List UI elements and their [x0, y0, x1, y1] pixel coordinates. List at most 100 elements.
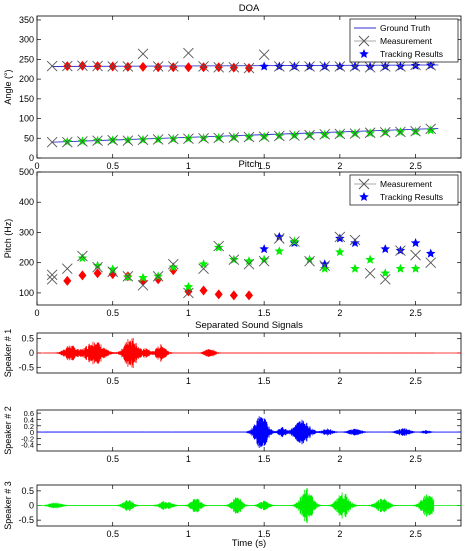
- legend-label: Tracking Results: [380, 49, 443, 59]
- measurement-point: [46, 136, 58, 148]
- y-tick-label: 0.5: [21, 486, 34, 496]
- plot-area: [46, 231, 437, 301]
- x-tick-label: 2.5: [409, 529, 422, 539]
- tracking-point: [184, 62, 193, 73]
- measurement-point: [183, 133, 194, 144]
- x-tick-label: 2.5: [409, 308, 422, 318]
- legend-label: Tracking Results: [380, 192, 443, 202]
- measurement-point: [258, 255, 270, 267]
- tracking-point: [425, 248, 436, 258]
- tracking-point: [214, 289, 223, 300]
- measurement-point: [92, 261, 103, 273]
- x-tick-label: 1.5: [258, 454, 271, 464]
- tracking-point: [123, 135, 133, 145]
- legend-star-icon: [359, 49, 369, 59]
- y-axis-label: Pitch (Hz): [3, 219, 13, 259]
- tracking-point: [259, 244, 269, 254]
- measurement-point: [425, 123, 437, 135]
- y-tick-label: 250: [19, 54, 34, 64]
- measurement-point: [410, 125, 421, 137]
- tracking-point: [365, 254, 375, 264]
- tracking-point: [138, 272, 148, 282]
- measurement-point: [243, 131, 255, 143]
- measurement-point: [61, 60, 73, 72]
- tracking-point: [410, 263, 421, 273]
- x-tick-label: 0.5: [106, 376, 119, 386]
- y-tick-label: -0.5: [18, 515, 34, 525]
- tracking-point: [213, 242, 224, 252]
- tracking-point: [365, 61, 375, 71]
- tracking-point: [244, 256, 254, 266]
- tracking-point: [335, 247, 345, 257]
- ground-truth-line: [52, 127, 439, 143]
- tracking-point: [259, 254, 269, 264]
- measurement-point: [304, 255, 315, 267]
- measurement-point: [228, 254, 240, 265]
- tracking-point: [335, 233, 345, 243]
- tracking-point: [183, 281, 194, 291]
- x-tick-label: 1.5: [258, 308, 271, 318]
- measurement-point: [319, 129, 331, 140]
- panel-4: 0.5 1 1.5 2 2.5 -0.4-0.200.20.40.6 Speaker # 2: [3, 406, 462, 464]
- measurement-point: [273, 233, 285, 244]
- x-tick-label: 2.5: [409, 454, 422, 464]
- y-axis-label: Speaker # 3: [3, 481, 13, 530]
- tracking-point: [380, 244, 391, 254]
- y-tick-label: 0.2: [24, 422, 34, 431]
- measurement-point: [243, 258, 255, 270]
- y-tick-label: 0: [30, 428, 34, 437]
- tracking-point: [245, 290, 253, 301]
- tracking-point: [78, 270, 87, 281]
- y-tick-label: 0: [29, 348, 34, 358]
- measurement-point: [137, 280, 149, 291]
- measurement-point: [213, 61, 225, 73]
- x-tick-label: 0: [34, 308, 39, 318]
- measurement-point: [77, 250, 88, 262]
- x-tick-label: 0: [34, 161, 39, 171]
- legend-label: Measurement: [380, 36, 433, 46]
- measurement-point: [152, 134, 164, 145]
- legend-label: Measurement: [380, 179, 433, 189]
- measurement-point: [46, 60, 58, 72]
- chart-title: Separated Sound Signals: [195, 320, 303, 331]
- measurement-point: [289, 61, 300, 72]
- y-tick-label: 0.6: [24, 409, 34, 418]
- measurement-point: [46, 269, 58, 281]
- waveform: [44, 416, 435, 448]
- measurement-point: [213, 132, 225, 144]
- tracking-point: [319, 259, 330, 269]
- tracking-point: [93, 268, 102, 279]
- y-tick-label: 0.5: [21, 334, 34, 344]
- plot-area: [37, 338, 461, 368]
- measurement-point: [183, 47, 194, 59]
- tracking-point: [274, 246, 285, 256]
- measurement-point: [334, 61, 346, 72]
- panel-5: 0.5 1 1.5 2 2.5 -0.5 0 0.5 Speaker # 3 Time (s): [3, 481, 462, 549]
- tracking-point: [199, 285, 208, 296]
- y-tick-label: 100: [19, 114, 34, 124]
- x-tick-label: 1: [186, 376, 191, 386]
- x-tick-label: 1.5: [258, 529, 271, 539]
- measurement-point: [273, 61, 285, 72]
- measurement-point: [425, 257, 437, 269]
- x-tick-label: 2: [337, 308, 342, 318]
- measurement-point: [198, 61, 209, 72]
- tracking-point: [274, 231, 285, 242]
- tracking-point: [380, 268, 391, 278]
- x-tick-label: 2.5: [409, 376, 422, 386]
- measurement-point: [137, 134, 149, 146]
- measurement-point: [364, 61, 376, 73]
- chart-title: Pitch: [238, 159, 259, 170]
- tracking-point: [77, 253, 88, 263]
- measurement-point: [122, 61, 134, 72]
- measurement-point: [304, 129, 315, 141]
- y-tick-label: 100: [19, 288, 34, 298]
- x-tick-label: 0.5: [106, 161, 119, 171]
- measurement-point: [107, 134, 119, 146]
- waveform: [44, 487, 435, 524]
- y-tick-label: 300: [19, 35, 34, 45]
- measurement-point: [167, 61, 179, 72]
- tracking-point: [139, 61, 147, 72]
- measurement-point: [61, 263, 73, 275]
- y-tick-label: 350: [19, 15, 34, 25]
